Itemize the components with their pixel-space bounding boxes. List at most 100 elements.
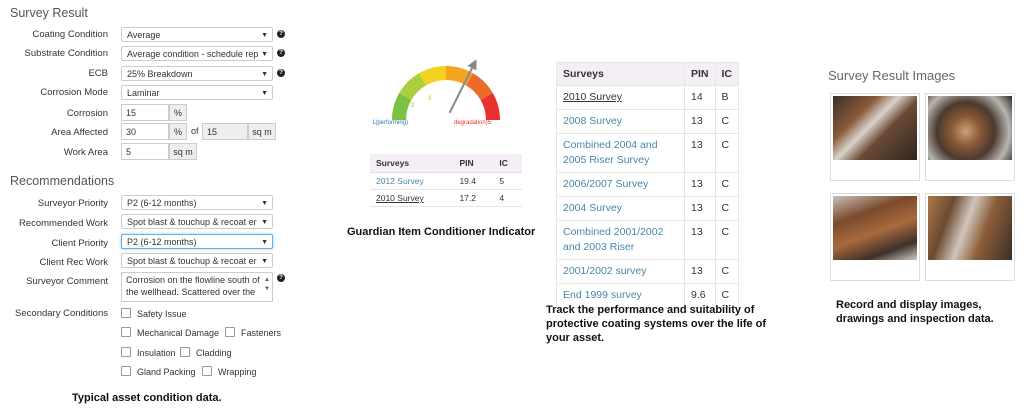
- chevron-down-icon: ▼: [261, 32, 268, 39]
- survey-link[interactable]: 2004 Survey: [563, 202, 622, 214]
- gauge-needle: [448, 64, 475, 114]
- work-area-input[interactable]: 5: [121, 143, 169, 160]
- ic-cell: C: [714, 283, 739, 308]
- pin-cell: 17.2: [453, 189, 494, 207]
- client-priority-label: Client Priority: [51, 238, 109, 249]
- survey-link[interactable]: End 1999 survey: [563, 289, 642, 301]
- area-affected-label: Area Affected: [51, 127, 108, 138]
- surveyor-comment-textarea[interactable]: Corrosion on the flowline south of the w…: [121, 272, 273, 302]
- gauge-chart: 2 3 1(performing) degradation)5: [372, 59, 500, 126]
- caption-images: Record and display images, drawings and …: [836, 299, 994, 325]
- ic-cell: C: [714, 196, 739, 221]
- area-total-input: 15: [202, 123, 248, 140]
- chevron-down-icon: ▼: [261, 258, 268, 265]
- help-icon[interactable]: ?: [277, 69, 285, 77]
- scroll-arrows-icon[interactable]: ▲ ▼: [264, 277, 270, 292]
- client-rec-work-label: Client Rec Work: [39, 257, 108, 268]
- survey-link[interactable]: 2012 Survey: [376, 176, 424, 186]
- survey-image-3[interactable]: [830, 193, 920, 281]
- survey-link[interactable]: 2010 Survey: [563, 91, 622, 103]
- of-label: of: [191, 126, 199, 136]
- substrate-condition-select[interactable]: Average condition - schedule rep ▼: [121, 46, 273, 61]
- checkbox-mechanical-damage[interactable]: Mechanical Damage: [121, 327, 219, 338]
- help-icon[interactable]: ?: [277, 30, 285, 38]
- header-pin: PIN: [683, 62, 716, 86]
- gauge-segment: [392, 93, 412, 120]
- gauge-segment: [419, 66, 446, 86]
- survey-link[interactable]: 2010 Survey: [376, 193, 424, 203]
- survey-link[interactable]: 2008 Survey: [563, 115, 622, 127]
- ic-cell: C: [714, 109, 739, 134]
- survey-result-title: Survey Result: [10, 6, 88, 20]
- pin-cell: 13: [683, 109, 716, 134]
- gauge-arrowhead: [467, 59, 477, 71]
- client-rec-work-select[interactable]: Spot blast & touchup & recoat er ▼: [121, 253, 273, 268]
- mini-header-pin: PIN: [453, 154, 494, 173]
- chevron-down-icon: ▼: [261, 51, 268, 58]
- header-surveys: Surveys: [556, 62, 685, 86]
- percent-addon: %: [169, 104, 187, 121]
- corrosion-mode-label: Corrosion Mode: [40, 87, 108, 98]
- surveyor-priority-label: Surveyor Priority: [37, 198, 108, 209]
- ecb-label: ECB: [88, 68, 108, 79]
- pin-cell: 19.4: [453, 172, 494, 190]
- coating-condition-select[interactable]: Average ▼: [121, 27, 273, 42]
- pin-cell: 13: [683, 196, 716, 221]
- ic-cell: C: [714, 133, 739, 173]
- survey-image-2[interactable]: [925, 93, 1015, 181]
- gauge-tick-3: 3: [428, 96, 432, 102]
- pipe-photo: [928, 196, 1012, 260]
- gauge-segment: [399, 73, 426, 100]
- checkbox-fasteners[interactable]: Fasteners: [225, 327, 281, 338]
- survey-link[interactable]: 2006/2007 Survey: [563, 178, 649, 190]
- header-ic: IC: [714, 62, 739, 86]
- chevron-down-icon: ▼: [261, 71, 268, 78]
- ic-cell: B: [714, 85, 739, 110]
- client-priority-select[interactable]: P2 (6-12 months) ▼: [121, 234, 273, 249]
- checkbox-cladding[interactable]: Cladding: [180, 347, 232, 358]
- checkbox-insulation[interactable]: Insulation: [121, 347, 176, 358]
- pin-cell: 13: [683, 172, 716, 197]
- ecb-select[interactable]: 25% Breakdown ▼: [121, 66, 273, 81]
- gauge-low-label: 1(performing): [372, 120, 408, 126]
- caption-asset-condition: Typical asset condition data.: [72, 392, 222, 404]
- pipe-photo: [833, 96, 917, 160]
- ic-cell: 4: [493, 189, 522, 207]
- checkbox-wrapping[interactable]: Wrapping: [202, 366, 256, 377]
- help-icon[interactable]: ?: [277, 274, 285, 282]
- pin-cell: 13: [683, 220, 716, 260]
- mini-header-surveys: Surveys: [370, 154, 454, 173]
- table-row: 2001/2002 survey 13 C: [556, 259, 739, 284]
- gauge-high-label: degradation)5: [454, 120, 492, 126]
- pin-cell: 13: [683, 133, 716, 173]
- mini-survey-table: Surveys PIN IC 2012 Survey 19.4 5 2010 S…: [370, 154, 522, 207]
- survey-link[interactable]: 2001/2002 survey: [563, 265, 647, 277]
- surveyor-priority-select[interactable]: P2 (6-12 months) ▼: [121, 195, 273, 210]
- help-icon[interactable]: ?: [277, 49, 285, 57]
- gauge-panel: 2 3 1(performing) degradation)5: [370, 58, 522, 144]
- sq-m-addon: sq m: [248, 123, 276, 140]
- area-affected-input[interactable]: 30: [121, 123, 169, 140]
- percent-addon: %: [169, 123, 187, 140]
- recommendations-title: Recommendations: [10, 174, 115, 188]
- sq-m-addon: sq m: [169, 143, 197, 160]
- table-row: 2012 Survey 19.4 5: [370, 172, 522, 190]
- survey-link[interactable]: Combined 2004 and 2005 Riser Survey: [563, 139, 658, 166]
- checkbox-gland-packing[interactable]: Gland Packing: [121, 366, 196, 377]
- table-row: 2004 Survey 13 C: [556, 196, 739, 221]
- table-row: 2010 Survey 17.2 4: [370, 189, 522, 207]
- survey-link[interactable]: Combined 2001/2002 and 2003 Riser: [563, 226, 664, 253]
- corrosion-mode-select[interactable]: Laminar ▼: [121, 85, 273, 100]
- survey-image-4[interactable]: [925, 193, 1015, 281]
- checkbox-safety-issue[interactable]: Safety Issue: [121, 308, 187, 319]
- ic-cell: C: [714, 220, 739, 260]
- survey-image-1[interactable]: [830, 93, 920, 181]
- pin-cell: 14: [683, 85, 716, 110]
- pin-cell: 13: [683, 259, 716, 284]
- table-row: 2006/2007 Survey 13 C: [556, 172, 739, 197]
- caption-gauge: Guardian Item Conditioner Indicator: [347, 226, 536, 238]
- recommended-work-select[interactable]: Spot blast & touchup & recoat er ▼: [121, 214, 273, 229]
- gauge-tick-2: 2: [411, 103, 415, 109]
- corrosion-input[interactable]: 15: [121, 104, 169, 121]
- chevron-down-icon: ▼: [261, 219, 268, 226]
